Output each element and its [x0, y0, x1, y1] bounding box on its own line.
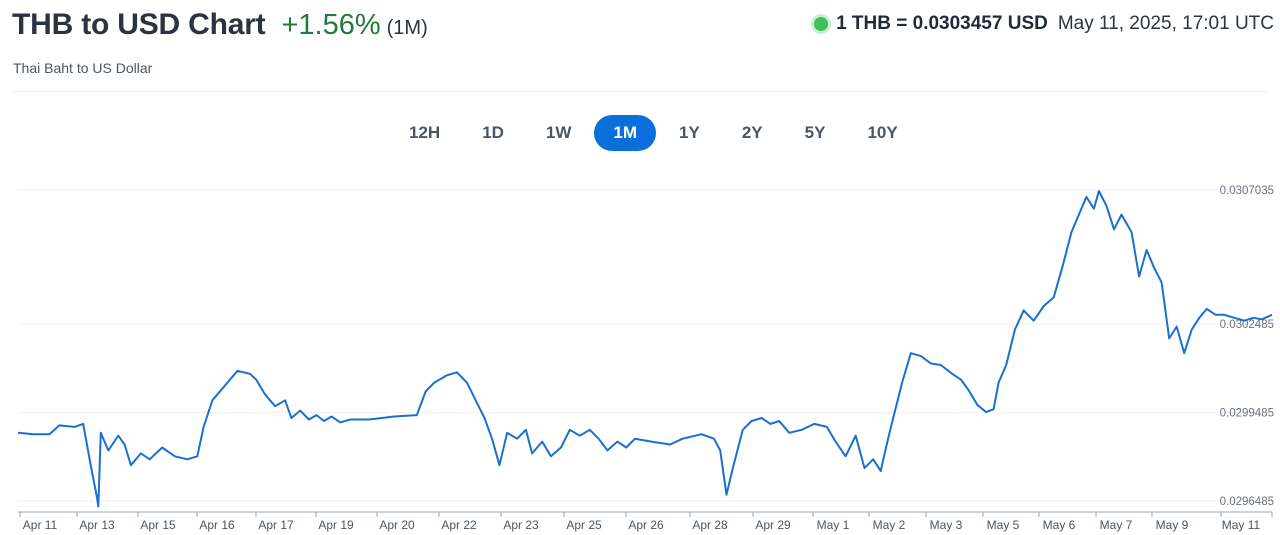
tab-2y[interactable]: 2Y: [741, 123, 763, 142]
x-tick-label: Apr 13: [79, 518, 115, 532]
x-tick-label: Apr 20: [379, 518, 415, 532]
tab-1d[interactable]: 1D: [482, 123, 504, 142]
chart-header: THB to USD Chart +1.56% (1M): [12, 8, 428, 42]
x-tick-label: Apr 16: [199, 518, 235, 532]
x-tick-label: May 7: [1100, 518, 1133, 532]
x-tick-label: May 11: [1222, 518, 1261, 532]
time-range-tabs: 12H 1D 1W 1M 1Y 2Y 5Y 10Y: [390, 115, 921, 151]
y-tick-label: 0.0307035: [1220, 185, 1274, 197]
live-indicator-icon: [814, 17, 829, 31]
x-tick-label: May 9: [1156, 518, 1189, 532]
percent-change: +1.56%: [281, 9, 381, 41]
change-period: (1M): [386, 17, 428, 39]
x-tick-label: Apr 22: [441, 518, 477, 532]
x-tick-label: May 5: [987, 518, 1020, 532]
y-tick-label: 0.0296485: [1220, 496, 1274, 508]
page-title: THB to USD Chart: [12, 8, 266, 41]
tab-12h[interactable]: 12H: [409, 123, 441, 142]
x-tick-label: Apr 29: [755, 518, 791, 532]
x-tick-label: Apr 25: [566, 518, 602, 532]
header-divider: [12, 91, 1268, 92]
y-tick-label: 0.0299485: [1220, 408, 1274, 420]
tab-1y[interactable]: 1Y: [679, 123, 700, 142]
x-tick-label: May 3: [930, 518, 963, 532]
x-tick-label: May 2: [873, 518, 906, 532]
live-rate: 1 THB = 0.0303457 USD May 11, 2025, 17:0…: [814, 13, 1274, 35]
x-tick-label: Apr 28: [692, 518, 728, 532]
x-tick-label: May 1: [817, 518, 850, 532]
tab-1w[interactable]: 1W: [545, 123, 572, 142]
tab-5y[interactable]: 5Y: [804, 123, 826, 142]
x-tick-label: May 6: [1043, 518, 1076, 532]
x-tick-label: Apr 23: [503, 518, 539, 532]
rate-series-line: [17, 190, 1273, 508]
tab-1m[interactable]: 1M: [594, 115, 657, 151]
page-subtitle: Thai Baht to US Dollar: [13, 60, 153, 76]
tab-10y[interactable]: 10Y: [867, 123, 898, 142]
x-tick-label: Apr 17: [258, 518, 294, 532]
x-tick-label: Apr 26: [628, 518, 664, 532]
rate-timestamp: May 11, 2025, 17:01 UTC: [1057, 13, 1274, 34]
x-tick-label: Apr 19: [318, 518, 354, 532]
x-tick-label: Apr 15: [140, 518, 176, 532]
y-tick-label: 0.0302485: [1220, 319, 1274, 331]
x-tick-label: Apr 11: [23, 518, 58, 532]
exchange-rate-chart: 0.0307035 0.0302485 0.0299485 0.0296485 Apr …: [17, 185, 1274, 532]
current-rate: 1 THB = 0.0303457 USD: [836, 13, 1048, 34]
